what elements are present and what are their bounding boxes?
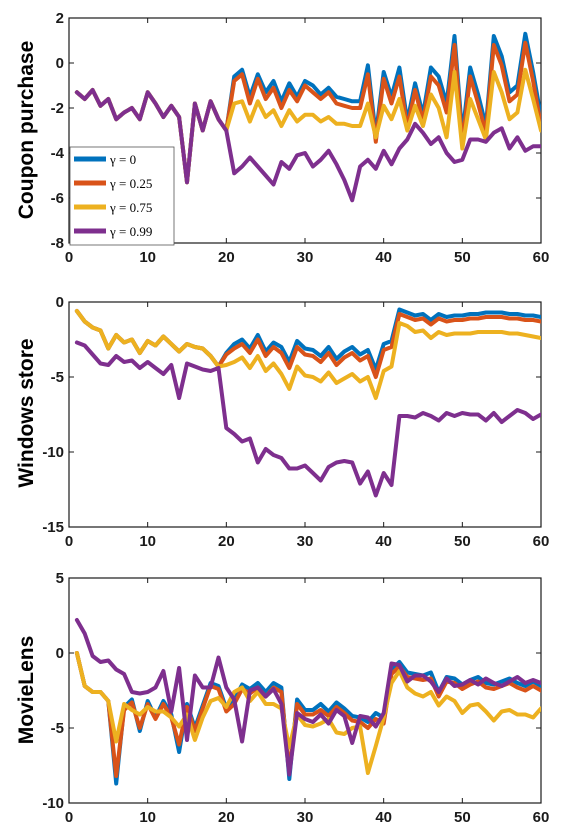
- panel-windows-store: 0 10 20 30 40 50 60 0 -5 -10 -15 Windows store: [15, 294, 549, 550]
- y-tick-label: -8: [51, 235, 64, 252]
- y-axis-label: MovieLens: [15, 636, 38, 745]
- x-tick-label: 30: [297, 249, 314, 266]
- x-tick-label: 50: [454, 809, 471, 826]
- y-tick-label: -2: [51, 100, 64, 117]
- x-tick-label: 60: [533, 249, 550, 266]
- x-tick-label: 50: [454, 249, 471, 266]
- x-tick-label: 20: [218, 249, 235, 266]
- series-line-gamma-1: [74, 651, 541, 778]
- legend-label: γ = 0.75: [109, 200, 152, 215]
- y-tick-label: 2: [56, 10, 64, 27]
- y-tick-label: -10: [42, 444, 64, 461]
- x-tick-label: 0: [65, 249, 73, 266]
- legend-label: γ = 0.99: [109, 224, 152, 239]
- x-tick-label: 60: [533, 809, 550, 826]
- y-tick-label: -5: [51, 720, 64, 737]
- x-tick-label: 30: [297, 533, 314, 550]
- series-line-gamma-3: [74, 618, 541, 777]
- y-tick-label: 0: [56, 645, 64, 662]
- x-tick-label: 20: [218, 809, 235, 826]
- x-tick-label: 10: [139, 809, 156, 826]
- legend: γ = 0 γ = 0.25 γ = 0.75 γ = 0.99: [69, 146, 175, 246]
- legend-box: [69, 146, 175, 246]
- y-tick-label: -6: [51, 190, 64, 207]
- series-line-gamma-3: [74, 340, 541, 498]
- axes-box: [68, 577, 542, 804]
- x-tick-label: 10: [139, 249, 156, 266]
- legend-label: γ = 0.25: [109, 176, 152, 191]
- y-tick-label: -4: [51, 145, 65, 162]
- x-tick-label: 10: [139, 533, 156, 550]
- x-tick-label: 20: [218, 533, 235, 550]
- series-line-gamma-3: [74, 88, 541, 203]
- y-tick-label: -15: [42, 519, 64, 536]
- series-line-gamma-2: [74, 309, 541, 400]
- y-tick-label: -5: [51, 369, 64, 386]
- y-tick-label: 0: [56, 55, 64, 72]
- x-tick-label: 0: [65, 809, 73, 826]
- y-tick-label: 5: [56, 570, 64, 587]
- x-tick-label: 30: [297, 809, 314, 826]
- x-tick-label: 60: [533, 533, 550, 550]
- x-tick-label: 0: [65, 533, 73, 550]
- x-tick-label: 40: [375, 249, 392, 266]
- y-tick-label: 0: [56, 294, 64, 311]
- legend-label: γ = 0: [109, 152, 136, 167]
- y-tick-label: -10: [42, 795, 64, 812]
- y-axis-label: Coupon purchase: [15, 41, 38, 220]
- x-tick-label: 50: [454, 533, 471, 550]
- series-line-gamma-2: [74, 651, 541, 775]
- x-tick-label: 40: [375, 533, 392, 550]
- x-tick-label: 40: [375, 809, 392, 826]
- y-axis-label: Windows store: [15, 338, 38, 487]
